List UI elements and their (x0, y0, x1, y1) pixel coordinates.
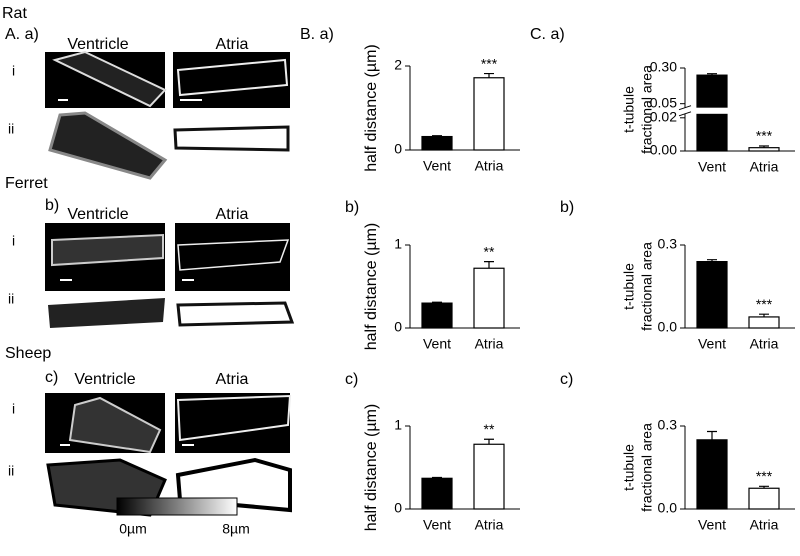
panel-label: C. a) (530, 26, 565, 43)
row-label: ii (8, 121, 14, 137)
significance: *** (756, 468, 773, 484)
x-tick-label: Atria (750, 517, 779, 533)
row-label: i (12, 63, 15, 79)
x-tick-label: Vent (698, 517, 726, 533)
x-tick-label: Atria (475, 158, 504, 174)
image-title: Ventricle (67, 206, 128, 223)
panel-label: b) (560, 199, 574, 216)
bar-chart: c) half distance (µm) Vent Atria ** 0 1 (345, 371, 520, 533)
y-tick-label: 1 (394, 236, 402, 252)
error-bar (484, 261, 494, 269)
y-axis-label: t-tubule (621, 86, 637, 133)
colorbar-label: 8µm (222, 521, 250, 537)
bar (421, 477, 453, 510)
bar (421, 135, 453, 151)
error-bar (759, 313, 769, 317)
y-axis-label: fractional area (639, 65, 655, 154)
y-tick-label: 0 (394, 141, 402, 157)
y-tick-label: 0.3 (658, 417, 678, 433)
y-tick-label: 0.05 (650, 94, 677, 110)
bar-chart: b) t-tubule fractional area Vent Atria *** 0.0… (560, 199, 795, 352)
panel-label: c) (560, 371, 573, 388)
row-label: i (12, 233, 15, 249)
y-axis-label: fractional area (639, 423, 655, 512)
error-bar (759, 485, 769, 489)
significance: *** (756, 296, 773, 312)
significance: *** (481, 55, 498, 71)
row-label: ii (8, 463, 14, 479)
error-bar (707, 430, 717, 440)
x-tick-label: Atria (475, 517, 504, 533)
x-tick-label: Atria (750, 159, 779, 175)
row-label: i (12, 401, 15, 417)
panel-label: b) (345, 199, 359, 216)
bar (473, 443, 505, 510)
image-title: Ventricle (67, 36, 128, 53)
error-bar (484, 438, 494, 445)
x-tick-label: Vent (698, 336, 726, 352)
row-label: ii (8, 291, 14, 307)
y-tick-label: 0.0 (658, 500, 678, 516)
bar-chart: c) t-tubule fractional area Vent Atria *** 0.0… (560, 371, 795, 533)
panel-label: b) (45, 197, 59, 214)
error-bar (432, 135, 442, 137)
error-bar (707, 73, 717, 76)
x-tick-label: Vent (423, 336, 451, 352)
bar-chart: C. a) t-tubule fractional area Vent Atria ***… (530, 26, 795, 175)
image-title: Atria (216, 371, 249, 388)
bar (748, 487, 780, 510)
panel-label: c) (45, 369, 58, 386)
error-bar (707, 259, 717, 262)
significance: *** (756, 128, 773, 144)
panel-label: B. a) (300, 26, 334, 43)
significance: ** (484, 421, 495, 437)
bar (473, 77, 505, 151)
panel-label: c) (345, 371, 358, 388)
bar (696, 439, 728, 510)
y-tick-label: 1 (394, 417, 402, 433)
axis-break (678, 105, 692, 117)
image-title: Atria (216, 36, 249, 53)
error-bar (432, 301, 442, 304)
y-axis-label: half distance (µm) (363, 223, 380, 350)
bar (473, 267, 505, 329)
y-tick-label: 0.3 (658, 236, 678, 252)
image-title: Atria (216, 206, 249, 223)
axis-break (677, 107, 737, 114)
y-axis-label: t-tubule (621, 263, 637, 310)
species-label: Sheep (5, 345, 51, 362)
species-label: Ferret (5, 175, 48, 192)
species-label: Rat (2, 5, 27, 22)
panel-label: A. a) (5, 26, 39, 43)
y-tick-label: 0 (394, 319, 402, 335)
x-tick-label: Atria (750, 336, 779, 352)
y-axis-label: half distance (µm) (363, 404, 380, 531)
bar (421, 302, 453, 329)
error-bar (432, 476, 442, 479)
x-tick-label: Vent (423, 158, 451, 174)
y-tick-label: 0.0 (658, 319, 678, 335)
y-axis-label: half distance (µm) (363, 44, 380, 171)
y-tick-label: 0.00 (650, 142, 677, 158)
bar-chart: B. a) half distance (µm) Vent Atria *** 0 2 (300, 26, 520, 174)
bar-chart: b)half distance (µm) Vent Atria ** 0 1 (345, 199, 520, 352)
y-axis-label: t-tubule (621, 444, 637, 491)
y-tick-label: 0.02 (650, 109, 677, 125)
bar (696, 261, 728, 329)
colorbar-label: 0µm (119, 521, 147, 537)
bar (748, 316, 780, 329)
y-tick-label: 2 (394, 57, 402, 73)
micrographs (45, 50, 295, 517)
x-tick-label: Vent (698, 159, 726, 175)
y-tick-label: 0 (394, 500, 402, 516)
significance: ** (484, 243, 495, 259)
y-tick-label: 0.30 (650, 59, 677, 75)
y-axis-label: fractional area (639, 242, 655, 331)
x-tick-label: Atria (475, 336, 504, 352)
error-bar (759, 145, 769, 148)
error-bar (484, 72, 494, 78)
x-tick-label: Vent (423, 517, 451, 533)
image-title: Ventricle (74, 371, 135, 388)
